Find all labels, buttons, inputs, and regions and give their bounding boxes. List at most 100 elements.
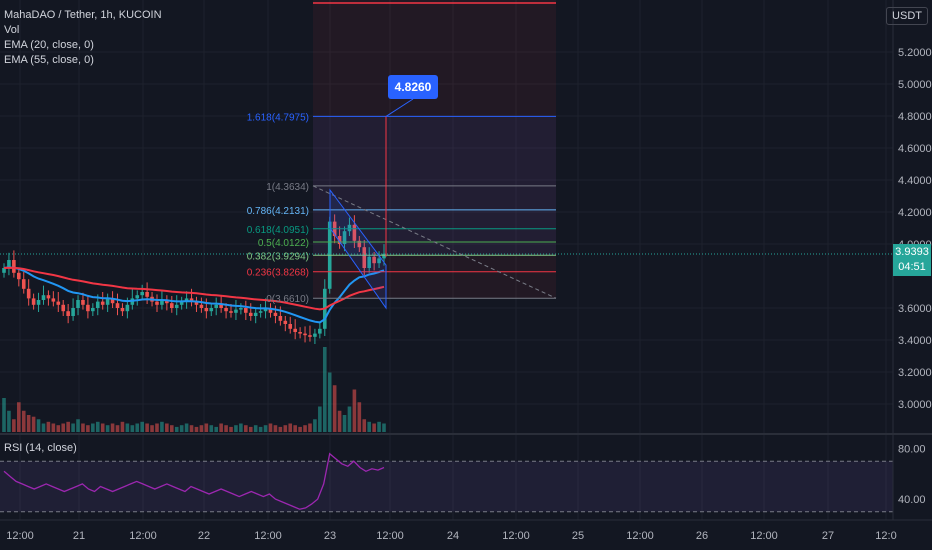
last-price-badge: 3.9393 04:51 <box>893 244 931 276</box>
volume-bar <box>110 423 115 432</box>
candle-body <box>145 292 149 297</box>
volume-bar <box>56 425 61 432</box>
volume-bar <box>7 410 11 432</box>
volume-bar <box>382 423 386 432</box>
volume-bar <box>100 423 105 432</box>
fib-trend-line <box>312 185 557 299</box>
volume-bar <box>342 415 347 432</box>
volume-bar <box>204 423 209 432</box>
volume-bar <box>199 425 204 432</box>
rsi-tick-label: 80.00 <box>898 444 926 456</box>
callout-pointer <box>385 98 414 117</box>
volume-bar <box>31 416 36 432</box>
candle-body <box>66 311 70 316</box>
candle-body <box>12 260 16 273</box>
candle-body <box>105 298 110 305</box>
y-tick-label: 5.0000 <box>898 79 932 91</box>
volume-bar <box>135 423 140 432</box>
candle-body <box>56 301 61 305</box>
y-tick-label: 3.0000 <box>898 399 932 411</box>
x-tick-label: 12:0 <box>875 530 896 542</box>
volume-bars <box>2 347 386 432</box>
candle-body <box>21 279 26 289</box>
volume-bar <box>347 406 352 432</box>
candle-body <box>76 300 80 308</box>
volume-bar <box>91 423 95 432</box>
volume-bar <box>322 347 327 432</box>
candle-body <box>318 328 322 334</box>
candle-body <box>120 308 125 312</box>
volume-bar <box>130 425 135 432</box>
x-tick-label: 12:00 <box>626 530 654 542</box>
target-callout[interactable]: 4.8260 <box>388 75 438 99</box>
candle-body <box>204 308 209 312</box>
volume-bar <box>367 421 371 432</box>
x-tick-label: 21 <box>73 530 85 542</box>
candle-body <box>224 308 228 312</box>
fib-label: 0.786(4.2131) <box>247 206 309 217</box>
candle-body <box>91 308 95 312</box>
volume-bar <box>219 423 223 432</box>
x-tick-label: 24 <box>447 530 459 542</box>
volume-bar <box>160 421 164 432</box>
candle-body <box>71 308 75 316</box>
candle-body <box>214 304 219 308</box>
y-tick-label: 3.4000 <box>898 335 932 347</box>
symbol-title[interactable]: MahaDAO / Tether, 1h, KUCOIN <box>4 9 162 21</box>
risk-zone <box>313 0 556 299</box>
y-tick-label: 4.2000 <box>898 207 932 219</box>
candle-body <box>140 292 144 296</box>
volume-bar <box>66 421 70 432</box>
candle-body <box>347 224 352 232</box>
volume-bar <box>184 423 189 432</box>
candle-body <box>61 304 66 312</box>
volume-bar <box>332 385 337 432</box>
rsi-legend[interactable]: RSI (14, close) <box>4 442 77 454</box>
candle-body <box>258 311 263 313</box>
volume-bar <box>357 402 362 432</box>
volume-bar <box>362 419 367 432</box>
volume-bar <box>95 421 100 432</box>
fib-levels: 0(3.6610) 0.236(3.8268) 0.382(3.9294) 0.5(4… <box>0 98 893 310</box>
volume-bar <box>337 410 342 432</box>
volume-bar <box>115 425 120 432</box>
volume-bar <box>372 423 376 432</box>
candle-body <box>169 303 174 308</box>
last-price-label: 3.9393 <box>895 246 929 258</box>
candle-body <box>273 312 278 316</box>
ema20-legend[interactable]: EMA (20, close, 0) <box>4 39 94 51</box>
y-tick-label: 4.4000 <box>898 175 932 187</box>
volume-bar <box>234 425 238 432</box>
volume-bar <box>263 425 268 432</box>
volume-bar <box>46 421 51 432</box>
x-tick-label: 12:00 <box>129 530 157 542</box>
candle-body <box>342 231 347 244</box>
volume-bar <box>239 423 243 432</box>
volume-bar <box>298 426 302 432</box>
candle-body <box>209 308 214 312</box>
candle-body <box>199 304 204 308</box>
currency-button[interactable]: USDT <box>886 7 928 25</box>
candle-body <box>382 253 386 259</box>
fib-label: 1(4.3634) <box>266 182 309 193</box>
volume-bar <box>179 425 184 432</box>
candle-body <box>155 301 159 305</box>
ema-55-line <box>3 266 385 311</box>
volume-bar <box>224 425 228 432</box>
y-tick-label: 3.6000 <box>898 303 932 315</box>
volume-bar <box>308 423 312 432</box>
ema55-legend[interactable]: EMA (55, close, 0) <box>4 54 94 66</box>
candle-body <box>51 298 56 302</box>
vol-legend[interactable]: Vol <box>4 24 20 36</box>
candle-body <box>248 312 253 316</box>
candle-body <box>100 301 105 305</box>
volume-bar <box>258 426 263 432</box>
x-tick-label: 27 <box>822 530 834 542</box>
volume-bar <box>2 398 6 432</box>
volume-bar <box>288 423 293 432</box>
volume-bar <box>140 421 144 432</box>
rsi-pane <box>0 452 893 513</box>
falling-channel <box>329 188 387 310</box>
candle-body <box>194 301 199 305</box>
